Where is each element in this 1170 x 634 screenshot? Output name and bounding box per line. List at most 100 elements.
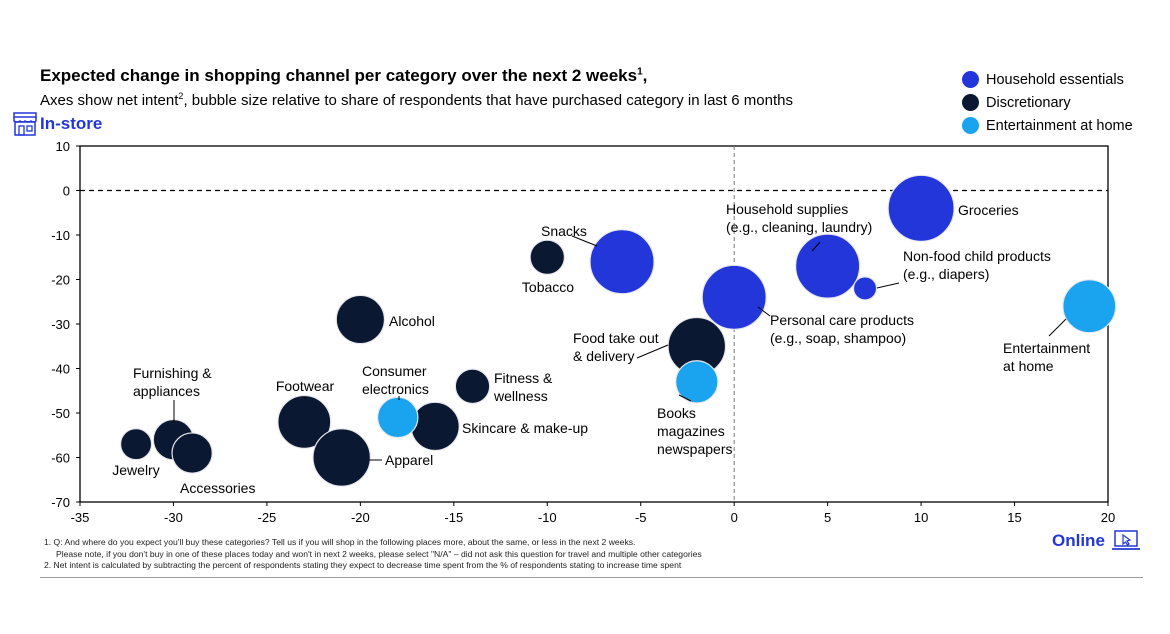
x-tick-label: -20: [351, 510, 370, 525]
y-tick-label: -50: [51, 406, 70, 421]
bubble-label-jewelry: Jewelry: [112, 462, 159, 478]
bubble-label-line: (e.g., cleaning, laundry): [726, 219, 872, 235]
bubble-label-line: Alcohol: [389, 313, 435, 329]
y-tick-label: 10: [56, 139, 70, 154]
legend: Household essentials Discretionary Enter…: [962, 68, 1133, 137]
online-axis-label: Online: [1052, 529, 1141, 553]
legend-item-entertainment: Entertainment at home: [962, 114, 1133, 137]
bubble-label-line: (e.g., diapers): [903, 266, 989, 282]
leader-line-household-supplies: [811, 241, 821, 252]
bubble-label-non-food-child-products: Non-food child products (e.g., diapers): [903, 248, 1051, 282]
bottom-divider: [40, 577, 1143, 578]
bubble-label-line: at home: [1003, 358, 1054, 374]
bubble-jewelry: [119, 428, 153, 461]
in-store-label-text: In-store: [40, 114, 103, 133]
bubble-label-food-take-out-delivery: Food take out & delivery: [573, 330, 659, 364]
bubble-label-line: Fitness &: [494, 370, 553, 386]
online-label-text: Online: [1052, 531, 1105, 550]
y-tick-label: -60: [51, 451, 70, 466]
in-store-axis-label: In-store: [12, 112, 102, 136]
legend-item-household: Household essentials: [962, 68, 1133, 91]
legend-swatch-entertainment: [962, 117, 979, 134]
footnote-2: 2. Net intent is calculated by subtracti…: [44, 560, 682, 570]
plot-frame: [79, 145, 1109, 503]
x-tick-label: 15: [1007, 510, 1021, 525]
chart-subtitle: Axes show net intent2, bubble size relat…: [40, 91, 793, 109]
bubble-label-groceries: Groceries: [958, 202, 1019, 218]
bubble-household-supplies: [795, 233, 861, 299]
store-icon: [13, 112, 37, 136]
footnote-1-line-1: 1. Q: And where do you expect you'll buy…: [44, 537, 636, 547]
legend-label: Household essentials: [986, 71, 1124, 88]
leader-line-personal-care-products: [757, 306, 771, 317]
bubble-label-books-magazines-newspapers: Books magazines newspapers: [657, 405, 733, 457]
bubble-label-line: Groceries: [958, 202, 1019, 218]
bubble-footwear: [277, 394, 332, 449]
bubble-alcohol: [335, 294, 386, 345]
y-tick-label: -20: [51, 273, 70, 288]
bubble-label-line: Consumer: [362, 363, 427, 379]
bubble-label-line: appliances: [133, 383, 200, 399]
bubble-label-household-supplies: Household supplies (e.g., cleaning, laund…: [726, 201, 872, 235]
bubble-accessories: [171, 432, 213, 474]
x-tick-label: -5: [635, 510, 647, 525]
leader-line-food-take-out-delivery: [636, 344, 669, 359]
bubble-label-furnishing-appliances: Furnishing & appliances: [133, 365, 212, 399]
bubble-label-line: Skincare & make-up: [462, 420, 588, 436]
bubble-label-skincare-make-up: Skincare & make-up: [462, 420, 588, 436]
bubble-label-line: Personal care products: [770, 312, 914, 328]
bubble-skincare-make-up: [410, 401, 460, 452]
bubble-label-line: electronics: [362, 381, 429, 397]
legend-item-discretionary: Discretionary: [962, 91, 1133, 114]
y-tick-label: -10: [51, 228, 70, 243]
bubble-books-magazines-newspapers: [675, 360, 719, 404]
x-tick-label: 5: [824, 510, 831, 525]
bubble-label-line: Food take out: [573, 330, 659, 346]
bubble-label-personal-care-products: Personal care products (e.g., soap, shamp…: [770, 312, 914, 346]
laptop-cursor-icon: [1111, 530, 1140, 550]
leader-line-snacks: [571, 235, 598, 247]
bubble-label-accessories: Accessories: [180, 480, 255, 496]
footnote-1-line-2: Please note, if you don't buy in one of …: [56, 548, 702, 559]
leader-line-entertainment-at-home: [1048, 318, 1067, 337]
legend-swatch-discretionary: [962, 94, 979, 111]
bubble-label-line: newspapers: [657, 441, 733, 457]
bubble-label-tobacco: Tobacco: [522, 279, 574, 295]
leader-line-books-magazines-newspapers: [678, 394, 692, 402]
y-tick-label: -70: [51, 495, 70, 510]
bubble-consumer-electronics: [377, 396, 419, 439]
bubble-apparel: [312, 428, 371, 487]
chart-title: Expected change in shopping channel per …: [40, 66, 648, 85]
bubble-entertainment-at-home: [1062, 279, 1117, 334]
y-tick-label: 0: [63, 184, 70, 199]
x-tick-label: -35: [71, 510, 90, 525]
bubble-label-line: Household supplies: [726, 201, 848, 217]
legend-swatch-household: [962, 71, 979, 88]
bubble-label-line: Furnishing &: [133, 365, 212, 381]
x-tick-label: 20: [1101, 510, 1115, 525]
bubble-groceries: [887, 174, 955, 242]
bubble-personal-care-products: [701, 264, 767, 330]
bubble-label-line: Snacks: [541, 223, 587, 239]
x-tick-label: -15: [444, 510, 463, 525]
bubble-non-food-child-products: [852, 276, 878, 301]
bubble-label-apparel: Apparel: [385, 452, 433, 468]
bubble-label-line: Books: [657, 405, 696, 421]
x-tick-label: -30: [164, 510, 183, 525]
bubble-label-line: Non-food child products: [903, 248, 1051, 264]
x-tick-label: -25: [258, 510, 277, 525]
title-footnote-marker: 1: [637, 66, 643, 78]
bubble-label-fitness-wellness: Fitness & wellness: [493, 370, 553, 404]
x-tick-label: 10: [914, 510, 928, 525]
y-tick-label: -40: [51, 362, 70, 377]
bubble-fitness-wellness: [454, 368, 491, 405]
leader-line-non-food-child-products: [876, 282, 900, 289]
bubble-label-line: Footwear: [276, 378, 335, 394]
bubble-label-line: magazines: [657, 423, 725, 439]
bubble-label-line: Entertainment: [1003, 340, 1090, 356]
bubble-label-line: Tobacco: [522, 279, 574, 295]
subtitle-footnote-marker: 2: [178, 91, 184, 101]
bubble-label-line: wellness: [493, 388, 548, 404]
footnotes: 1. Q: And where do you expect you'll buy…: [44, 537, 702, 572]
